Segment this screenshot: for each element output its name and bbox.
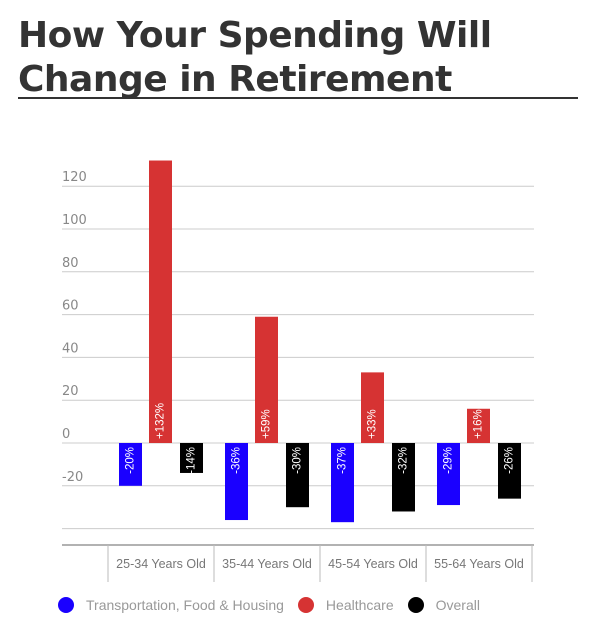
legend-swatch — [297, 597, 314, 613]
y-tick-label: 100 — [62, 213, 87, 228]
bar-value-label: -26% — [504, 447, 516, 474]
y-tick-label: 60 — [62, 299, 79, 314]
bar-value-label: -29% — [443, 447, 455, 474]
bar — [255, 316, 278, 443]
bar-value-label: +16% — [473, 409, 485, 439]
x-tick-label: 55-64 Years Old — [434, 557, 524, 571]
chart-title: How Your Spending Will Change in Retirem… — [18, 15, 492, 100]
x-tick-label: 35-44 Years Old — [222, 557, 312, 571]
bar-value-label: -30% — [292, 447, 304, 474]
bar-value-label: -37% — [337, 447, 349, 474]
legend-label: Healthcare — [325, 597, 394, 613]
y-tick-label: 20 — [62, 384, 79, 399]
bar — [437, 443, 460, 506]
bar — [498, 443, 521, 499]
bar-value-label: -20% — [125, 447, 137, 474]
bar-value-label: -32% — [398, 447, 410, 474]
bar-value-label: -14% — [186, 447, 198, 474]
y-tick-label: 80 — [62, 256, 79, 271]
bar — [225, 443, 248, 521]
bar-chart: 120 100 80 60 40 20 0 -20 -20% -36% -37% -29% +132% +… — [62, 160, 534, 582]
bar — [467, 408, 490, 443]
bar — [149, 160, 172, 443]
bar — [392, 443, 415, 512]
y-tick-label: 40 — [62, 341, 79, 356]
y-tick-label: 120 — [62, 170, 87, 185]
title-underline — [18, 97, 578, 99]
x-tick-label: 45-54 Years Old — [328, 557, 418, 571]
bar — [286, 443, 309, 508]
bar — [331, 443, 354, 523]
bar — [119, 443, 142, 486]
chart-legend: Transportation, Food & Housing Healthcare… — [58, 595, 494, 615]
legend-item: Healthcare — [297, 597, 394, 613]
legend-swatch — [407, 597, 424, 613]
legend-item: Transportation, Food & Housing — [58, 597, 284, 613]
bar-value-label: -36% — [231, 447, 243, 474]
bar — [361, 372, 384, 443]
bar-value-label: +59% — [261, 409, 273, 439]
legend-item: Overall — [407, 597, 480, 613]
y-tick-label: -20 — [62, 470, 83, 485]
bar — [180, 443, 203, 473]
legend-label: Overall — [435, 597, 480, 613]
bar-value-label: +33% — [367, 409, 379, 439]
legend-swatch — [58, 597, 74, 613]
y-tick-label: 0 — [62, 427, 70, 442]
legend-label: Transportation, Food & Housing — [86, 597, 284, 613]
x-tick-label: 25-34 Years Old — [116, 557, 206, 571]
bar-value-label: +132% — [155, 403, 167, 439]
